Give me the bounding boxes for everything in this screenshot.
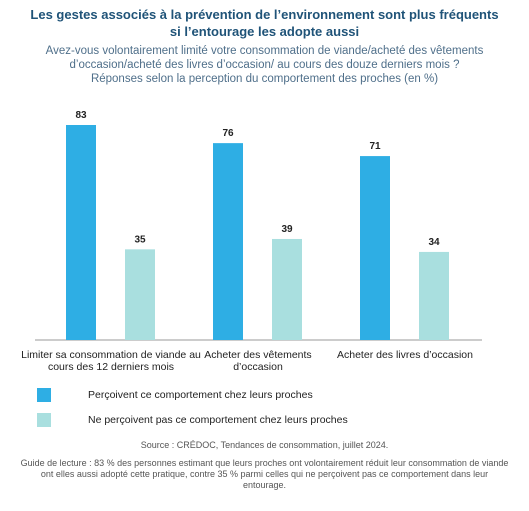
data-label: 76 — [222, 128, 234, 139]
legend-swatch — [37, 388, 51, 402]
subtitle-line: Avez-vous volontairement limité votre co… — [45, 45, 484, 57]
category-label: Limiter sa consommation de viande au cou… — [21, 349, 201, 373]
bar — [66, 125, 96, 340]
reading-note: Guide de lecture : 83 % des personnes es… — [20, 458, 509, 490]
bar — [419, 251, 449, 340]
chart-subtitle: Avez-vous volontairement limité votre co… — [0, 44, 529, 86]
legend-swatch — [37, 413, 51, 427]
category-label: Acheter des livres d’occasion — [337, 349, 473, 361]
data-label: 35 — [134, 234, 146, 245]
legend-label: Perçoivent ce comportement chez leurs pr… — [88, 389, 313, 401]
data-label: 71 — [369, 141, 381, 152]
bar — [125, 249, 155, 340]
bar — [213, 143, 243, 340]
bar — [360, 156, 390, 340]
data-label: 83 — [75, 110, 87, 121]
subtitle-line: d’occasion/acheté des livres d’occasion/… — [69, 59, 460, 71]
category-label: Acheter des vêtements d’occasion — [204, 349, 312, 373]
title-line: si l’entourage les adopte aussi — [169, 24, 360, 39]
legend-label: Ne perçoivent pas ce comportement chez l… — [88, 414, 348, 426]
subtitle-line: Réponses selon la perception du comporte… — [90, 73, 439, 85]
title-line: Les gestes associés à la prévention de l… — [30, 7, 499, 22]
bar — [272, 238, 302, 340]
data-label: 34 — [428, 237, 440, 248]
chart-title: Les gestes associés à la prévention de l… — [0, 6, 529, 40]
data-label: 39 — [281, 224, 293, 235]
source: Source : CRÉDOC, Tendances de consommati… — [140, 440, 389, 450]
